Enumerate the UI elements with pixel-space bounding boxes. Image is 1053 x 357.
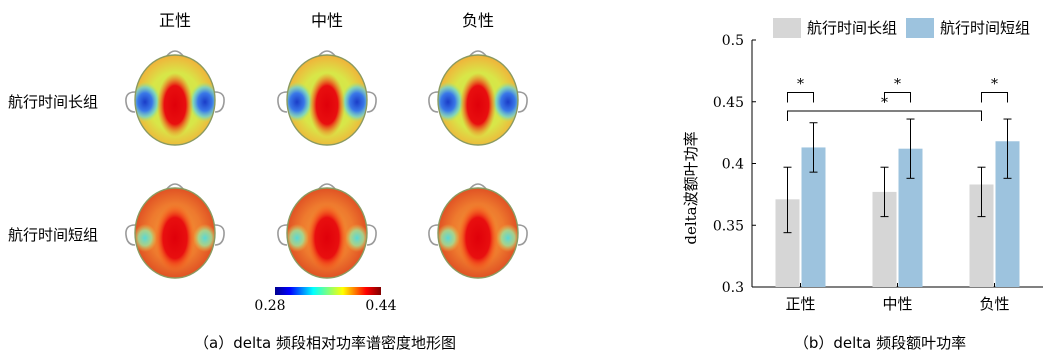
- chart-significance-bracket: [981, 91, 1008, 103]
- chart-legend: 航行时间长组 航行时间短组: [773, 18, 1030, 38]
- head-ear-right: [366, 91, 377, 113]
- chart-caption: （b）delta 频段额叶功率: [794, 334, 966, 352]
- head-outline: [134, 187, 216, 279]
- chart-significance-label: *: [797, 76, 804, 92]
- chart-y-tick-label: 0.4: [722, 157, 744, 173]
- topomap-column-label: 负性: [462, 11, 494, 30]
- topomap-head: [277, 50, 377, 146]
- head-ear-left: [428, 91, 439, 113]
- head-outline: [437, 187, 519, 279]
- chart-legend-swatch: [906, 18, 934, 38]
- head-ear-left: [125, 224, 136, 246]
- chart-axes: 0.3 0.35 0.4 0.45 0.5 正性 中性 负性: [713, 33, 1043, 313]
- chart-y-tick-label: 0.45: [713, 95, 744, 111]
- colorbar-max-label: 0.44: [365, 298, 396, 314]
- chart-x-tick-label: 中性: [882, 295, 912, 313]
- head-ear-right: [214, 91, 225, 113]
- head-ear-right: [366, 224, 377, 246]
- colorbar: [275, 287, 381, 295]
- chart-bars: [775, 141, 1020, 287]
- chart-x-tick-label: 负性: [979, 295, 1009, 313]
- topomap-head: [428, 183, 528, 279]
- head-ear-right: [214, 224, 225, 246]
- chart-significance-label: *: [991, 76, 998, 92]
- chart-y-tick-label: 0.35: [713, 218, 744, 234]
- topomap-column-label: 正性: [159, 11, 191, 30]
- chart-significance-bracket: [884, 91, 911, 103]
- chart-y-axis-label: delta波额叶功率: [682, 131, 700, 244]
- chart-legend-label: 航行时间短组: [940, 19, 1030, 37]
- topomap-head: [125, 50, 225, 146]
- chart-y-tick-label: 0.3: [722, 280, 744, 296]
- head-ear-left: [277, 91, 288, 113]
- topomap-head: [277, 183, 377, 279]
- topomap-row-label: 航行时间长组: [8, 93, 98, 111]
- chart-significance-label: *: [881, 95, 888, 111]
- colorbar-min-label: 0.28: [254, 298, 285, 314]
- chart-legend-swatch: [773, 18, 801, 38]
- head-outline: [134, 54, 216, 146]
- head-outline: [437, 54, 519, 146]
- chart-y-tick-label: 0.5: [722, 33, 744, 49]
- head-ear-left: [277, 224, 288, 246]
- chart-significance-label: *: [894, 76, 901, 92]
- chart-significance: * * * *: [787, 76, 1008, 122]
- chart-significance-bracket: [787, 110, 982, 122]
- head-ear-right: [517, 224, 528, 246]
- head-ear-right: [517, 91, 528, 113]
- topomap-caption: （a）delta 频段相对功率谱密度地形图: [194, 334, 456, 352]
- head-ear-left: [125, 91, 136, 113]
- topomap-panel: 正性 中性 负性 航行时间长组 航行时间短组 0.28 0.44 （a）delt…: [8, 11, 528, 352]
- topomap-row-label: 航行时间短组: [8, 226, 98, 244]
- head-outline: [286, 54, 368, 146]
- bar-chart-panel: 0.3 0.35 0.4 0.45 0.5 正性 中性 负性 * * * * 航行时间长组 航行时间短…: [682, 18, 1043, 352]
- chart-x-tick-label: 正性: [785, 295, 815, 313]
- chart-significance-bracket: [787, 91, 814, 103]
- topomap-head: [428, 50, 528, 146]
- chart-error-bars: [783, 118, 1012, 234]
- head-ear-left: [428, 224, 439, 246]
- topomap-column-label: 中性: [311, 11, 343, 30]
- chart-legend-label: 航行时间长组: [807, 19, 897, 37]
- head-outline: [286, 187, 368, 279]
- topomap-head: [125, 183, 225, 279]
